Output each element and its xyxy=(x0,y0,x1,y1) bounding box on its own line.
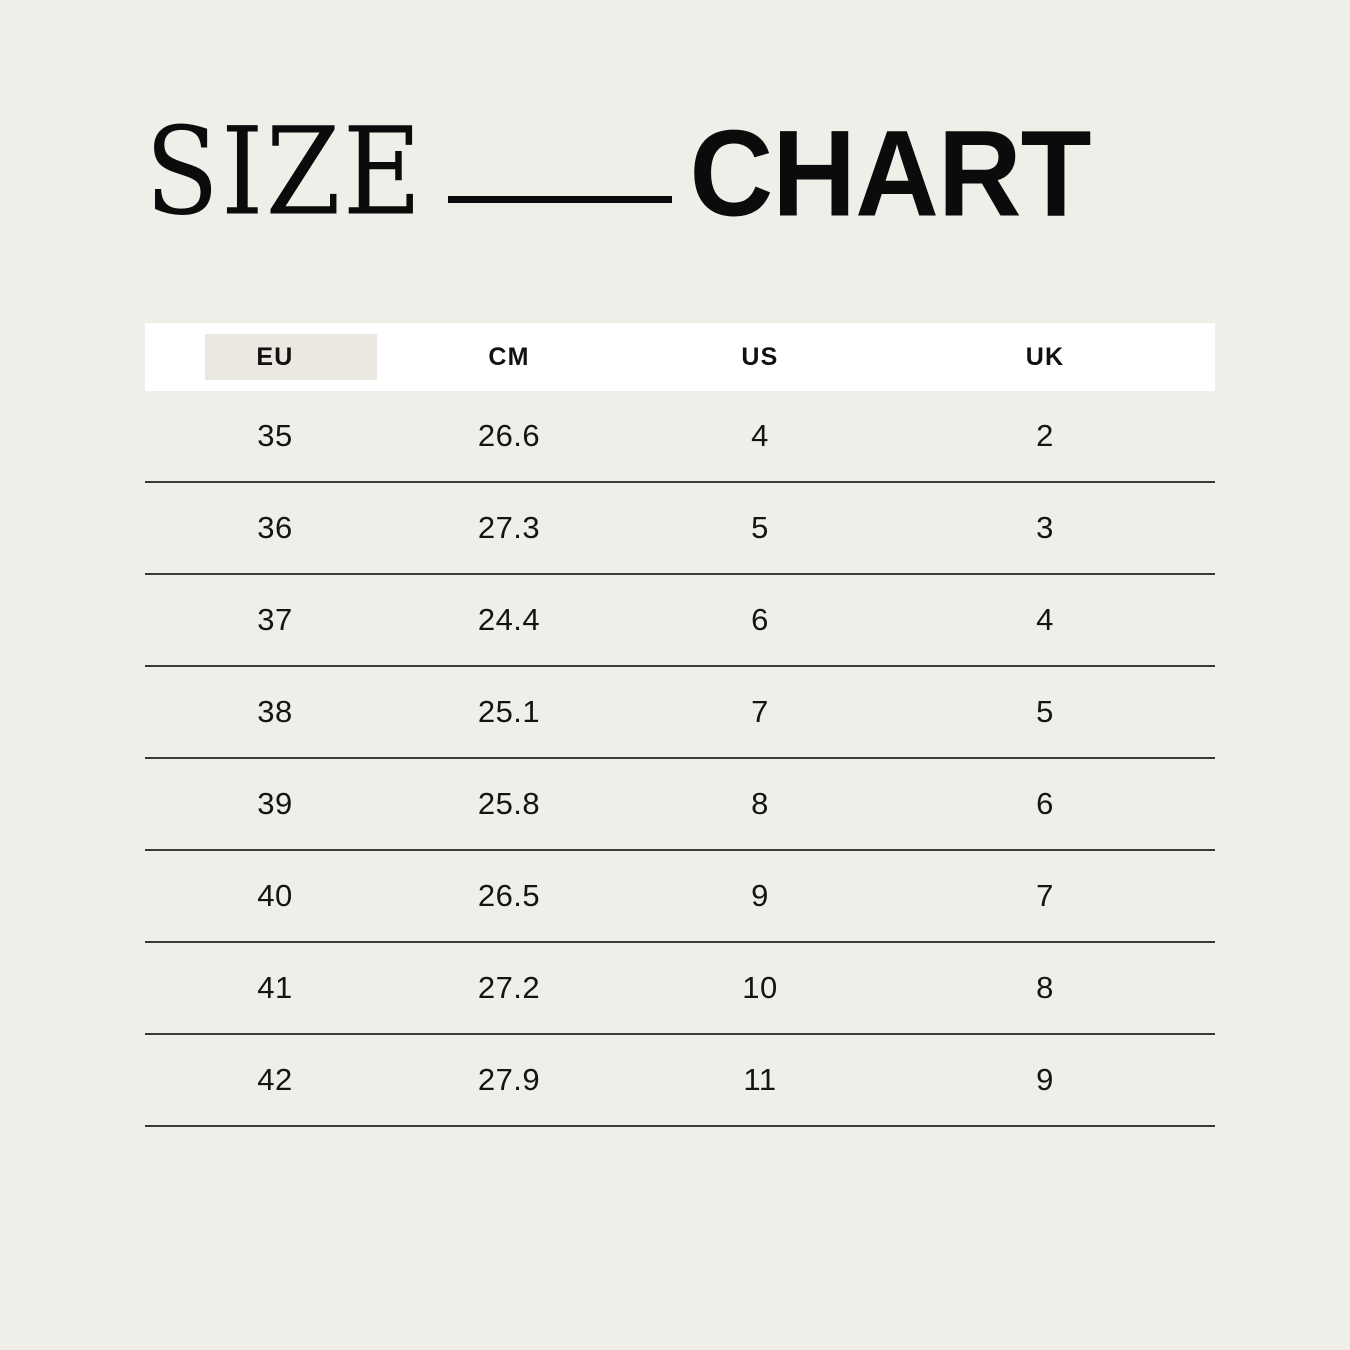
cell-us: 9 xyxy=(751,878,769,913)
column-header-us[interactable]: US xyxy=(741,342,779,371)
cell-uk: 4 xyxy=(1036,602,1054,637)
size-chart-table: EU CM US UK 35 26.6 4 2 36 27.3 5 3 37 2… xyxy=(145,323,1215,1127)
cell-us: 7 xyxy=(751,694,769,729)
cell-cm: 24.4 xyxy=(477,602,541,637)
cell-cm: 27.3 xyxy=(477,510,541,545)
table-row: 37 24.4 6 4 xyxy=(145,575,1215,667)
eu-column-highlight xyxy=(205,334,377,380)
table-header-row: EU CM US UK xyxy=(145,323,1215,391)
column-header-eu[interactable]: EU xyxy=(256,342,294,371)
cell-uk: 3 xyxy=(1036,510,1054,545)
table-row: 42 27.9 11 9 xyxy=(145,1035,1215,1127)
table-row: 36 27.3 5 3 xyxy=(145,483,1215,575)
cell-us: 8 xyxy=(751,786,769,821)
cell-eu: 37 xyxy=(257,602,293,637)
cell-cm: 25.1 xyxy=(477,694,541,729)
column-header-cm[interactable]: CM xyxy=(488,342,530,371)
cell-cm: 26.5 xyxy=(477,878,541,913)
cell-eu: 36 xyxy=(257,510,293,545)
cell-cm: 26.6 xyxy=(477,418,541,453)
table-row: 40 26.5 9 7 xyxy=(145,851,1215,943)
cell-uk: 5 xyxy=(1036,694,1054,729)
cell-us: 10 xyxy=(742,970,778,1005)
cell-uk: 8 xyxy=(1036,970,1054,1005)
table-row: 35 26.6 4 2 xyxy=(145,391,1215,483)
cell-cm: 27.9 xyxy=(477,1062,541,1097)
cell-uk: 6 xyxy=(1036,786,1054,821)
page-title-word-thin: SIZE xyxy=(145,102,424,243)
title-underscore-rule xyxy=(447,195,672,203)
cell-eu: 38 xyxy=(257,694,293,729)
page-title-word-bold: CHART xyxy=(689,104,1092,242)
cell-cm: 25.8 xyxy=(477,786,541,821)
table-row: 39 25.8 8 6 xyxy=(145,759,1215,851)
cell-uk: 7 xyxy=(1036,878,1054,913)
cell-eu: 35 xyxy=(257,418,293,453)
table-row: 41 27.2 10 8 xyxy=(145,943,1215,1035)
cell-us: 4 xyxy=(751,418,769,453)
cell-us: 11 xyxy=(743,1062,777,1097)
cell-eu: 41 xyxy=(257,970,293,1005)
cell-us: 6 xyxy=(751,602,769,637)
cell-uk: 9 xyxy=(1036,1062,1054,1097)
cell-cm: 27.2 xyxy=(477,970,541,1005)
column-header-uk[interactable]: UK xyxy=(1025,342,1065,371)
cell-eu: 40 xyxy=(257,878,293,913)
cell-eu: 42 xyxy=(257,1062,293,1097)
cell-uk: 2 xyxy=(1036,418,1054,453)
page-title: SIZE CHART xyxy=(145,112,1215,235)
table-row: 38 25.1 7 5 xyxy=(145,667,1215,759)
cell-eu: 39 xyxy=(257,786,293,821)
cell-us: 5 xyxy=(751,510,769,545)
